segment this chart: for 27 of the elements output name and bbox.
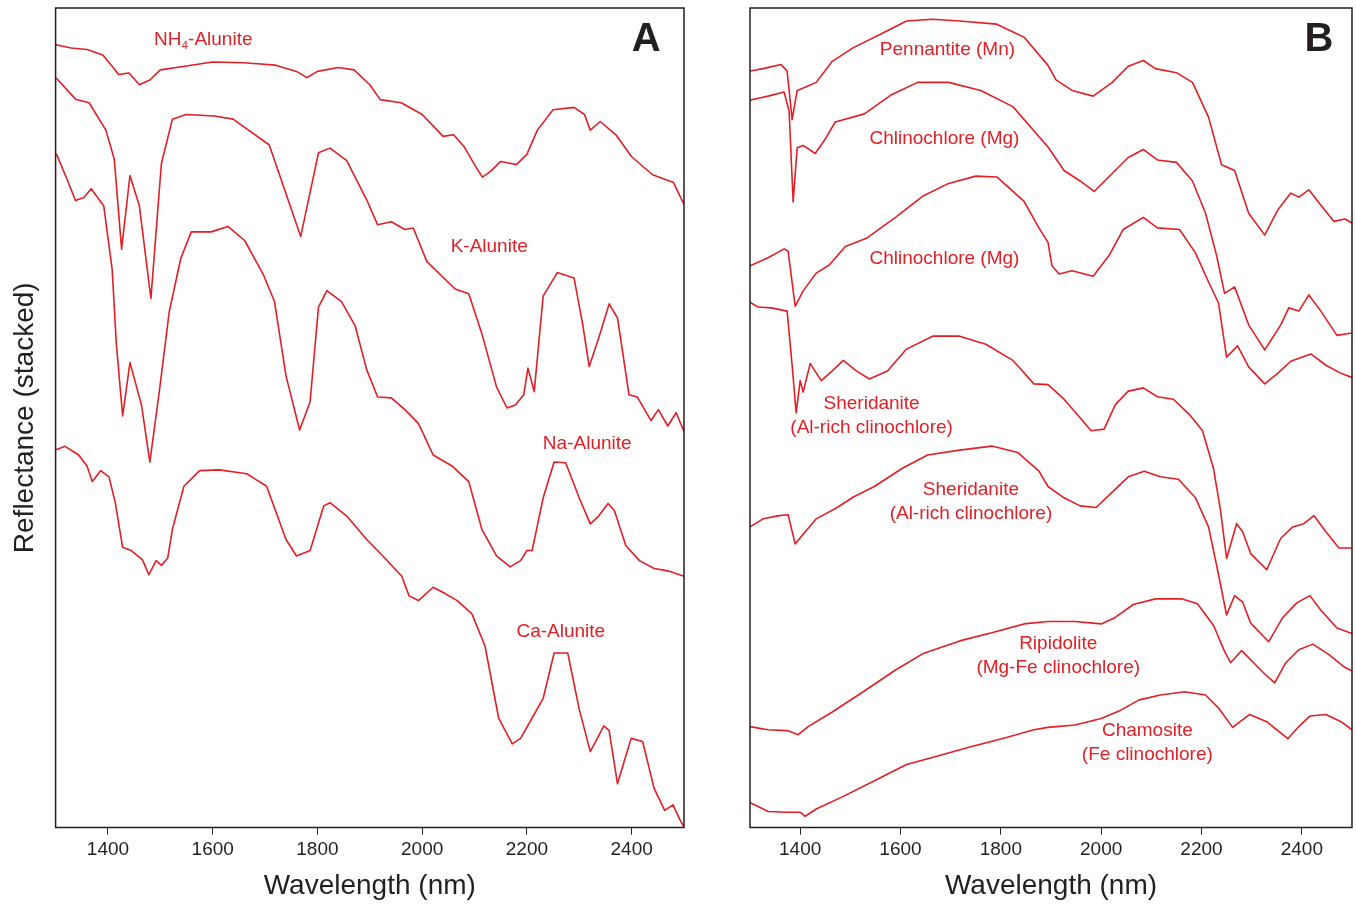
x-tick-label: 1600 [191, 838, 234, 860]
x-tick-label: 2000 [1080, 838, 1123, 860]
series-label: Chlinochlore (Mg) [869, 126, 1020, 148]
x-tick-label: 1800 [296, 838, 339, 860]
x-tick-label: 1400 [86, 838, 130, 860]
annotation: A [631, 15, 661, 59]
x-axis-title: Wavelength (nm) [263, 868, 476, 900]
series-label: K-Alunite [450, 234, 528, 256]
series-label: Chamosite (Fe clinochlore) [1081, 719, 1213, 765]
series-label: Na-Alunite [542, 432, 632, 454]
annotation: B [1304, 15, 1334, 59]
series-label: Ca-Alunite [516, 619, 606, 641]
y-axis-title: Reflectance (stacked) [7, 282, 39, 554]
x-tick-label: 2200 [1180, 838, 1223, 860]
x-tick-label: 1800 [979, 838, 1022, 860]
x-axis-title: Wavelength (nm) [944, 868, 1158, 900]
x-tick-label: 2400 [610, 838, 653, 860]
series-label: Ripidolite (Mg-Fe clinochlore) [976, 631, 1141, 677]
x-tick-label: 2200 [505, 838, 549, 860]
x-tick-label: 1400 [779, 838, 822, 860]
x-tick-label: 2400 [1280, 838, 1323, 860]
x-tick-label: 2000 [401, 838, 444, 860]
x-tick-label: 1600 [879, 838, 922, 860]
series-label: Pennantite (Mn) [879, 38, 1016, 60]
series-label: Chlinochlore (Mg) [869, 247, 1020, 269]
series-label: Sheridanite (Al-rich clinochlore) [889, 478, 1053, 524]
series-label: Sheridanite (Al-rich clinochlore) [790, 391, 953, 437]
